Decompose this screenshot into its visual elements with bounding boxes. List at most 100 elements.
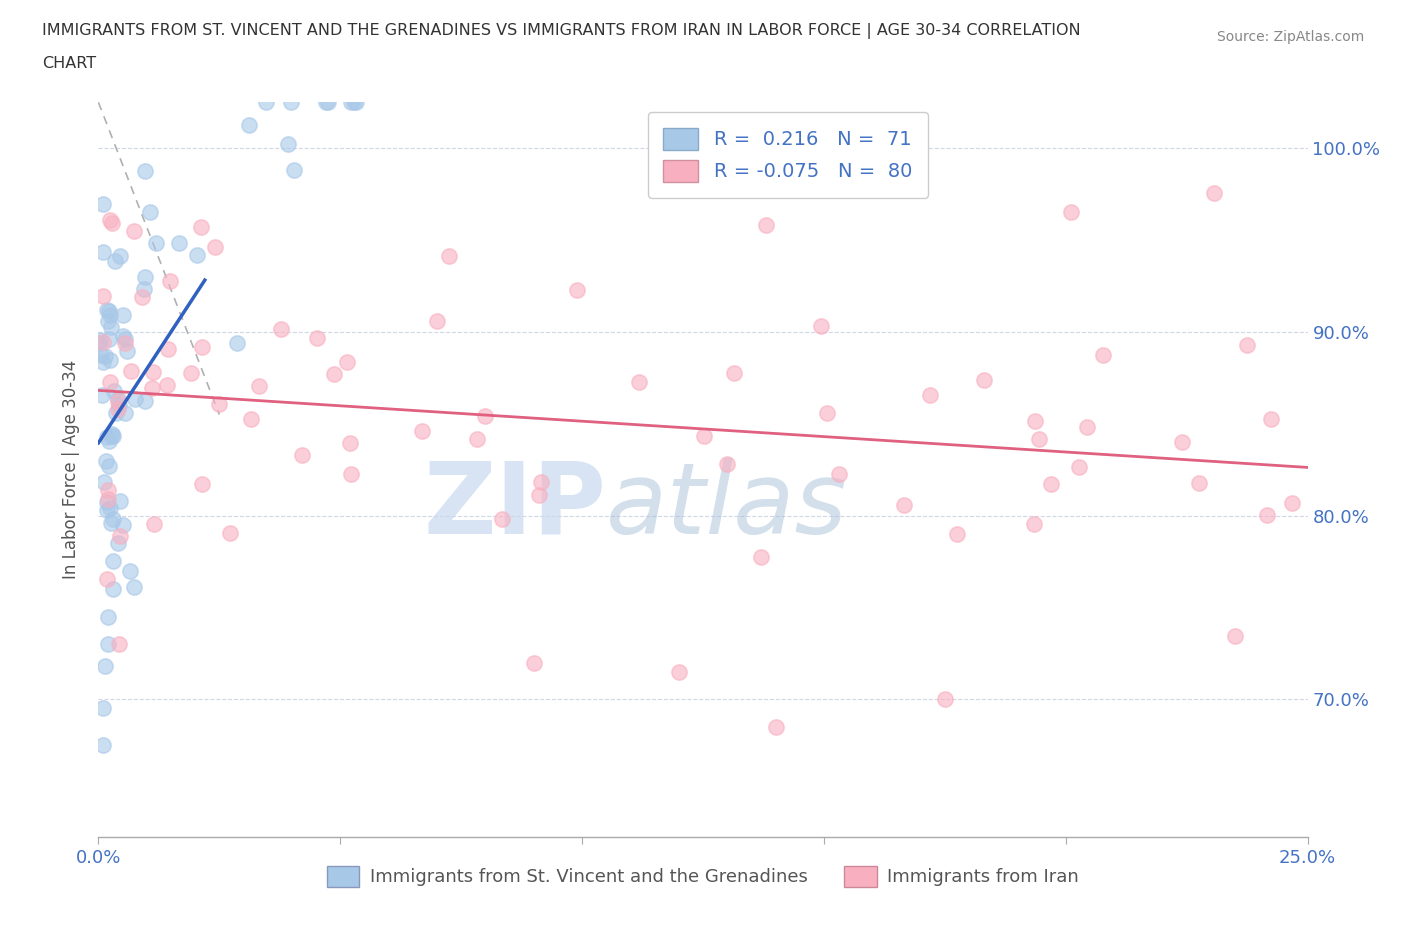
Point: [98, 375, 121, 390]
Text: Source: ZipAtlas.com: Source: ZipAtlas.com: [1216, 30, 1364, 44]
Point: [465, 432, 488, 446]
Point: [1225, 629, 1247, 644]
Point: [110, 494, 132, 509]
Point: [1260, 411, 1282, 426]
Point: [97, 637, 120, 652]
Point: [118, 564, 141, 578]
Point: [491, 512, 513, 526]
Point: [204, 240, 226, 255]
Point: [93, 349, 115, 364]
Point: [107, 536, 129, 551]
Point: [191, 339, 214, 354]
Point: [104, 253, 127, 268]
Point: [283, 163, 305, 178]
Point: [567, 282, 589, 297]
Point: [108, 528, 131, 543]
Point: [131, 290, 153, 305]
Point: [238, 118, 260, 133]
Legend: Immigrants from St. Vincent and the Grenadines, Immigrants from Iran: Immigrants from St. Vincent and the Gren…: [319, 858, 1087, 894]
Text: ZIP: ZIP: [423, 458, 606, 555]
Point: [115, 343, 138, 358]
Point: [934, 692, 956, 707]
Point: [530, 474, 553, 489]
Point: [93, 245, 115, 259]
Text: atlas: atlas: [606, 458, 848, 555]
Point: [893, 498, 915, 512]
Point: [98, 308, 121, 323]
Point: [139, 205, 162, 219]
Point: [90, 347, 112, 362]
Point: [94, 658, 117, 673]
Text: CHART: CHART: [42, 56, 96, 71]
Point: [315, 95, 337, 110]
Point: [180, 365, 202, 380]
Point: [755, 218, 778, 232]
Point: [101, 512, 124, 526]
Point: [316, 95, 339, 110]
Point: [107, 393, 129, 408]
Point: [97, 304, 120, 319]
Point: [1024, 516, 1046, 531]
Point: [108, 398, 131, 413]
Point: [91, 334, 114, 349]
Point: [815, 405, 838, 420]
Point: [96, 495, 118, 510]
Point: [96, 502, 118, 517]
Point: [145, 235, 167, 250]
Point: [693, 429, 716, 444]
Point: [340, 95, 363, 110]
Point: [134, 393, 156, 408]
Point: [340, 467, 363, 482]
Point: [111, 308, 134, 323]
Text: IMMIGRANTS FROM ST. VINCENT AND THE GRENADINES VS IMMIGRANTS FROM IRAN IN LABOR : IMMIGRANTS FROM ST. VINCENT AND THE GREN…: [42, 23, 1081, 39]
Point: [305, 331, 328, 346]
Y-axis label: In Labor Force | Age 30-34: In Labor Force | Age 30-34: [62, 360, 80, 579]
Point: [97, 492, 120, 507]
Point: [114, 336, 136, 351]
Point: [322, 366, 344, 381]
Point: [91, 288, 114, 303]
Point: [97, 313, 120, 328]
Point: [97, 609, 120, 624]
Point: [1076, 419, 1098, 434]
Point: [240, 412, 263, 427]
Point: [134, 164, 156, 179]
Point: [411, 423, 433, 438]
Point: [523, 655, 546, 670]
Point: [343, 95, 366, 110]
Point: [218, 525, 240, 540]
Point: [1256, 508, 1278, 523]
Point: [1028, 432, 1050, 446]
Point: [474, 408, 496, 423]
Point: [142, 365, 165, 379]
Point: [97, 483, 120, 498]
Point: [89, 332, 111, 347]
Point: [96, 302, 118, 317]
Point: [120, 364, 142, 379]
Point: [169, 235, 191, 250]
Point: [765, 719, 787, 734]
Point: [1091, 348, 1114, 363]
Point: [98, 352, 121, 367]
Point: [810, 319, 832, 334]
Point: [254, 95, 277, 110]
Point: [108, 249, 131, 264]
Point: [91, 354, 114, 369]
Point: [91, 388, 114, 403]
Point: [107, 392, 129, 406]
Point: [1204, 185, 1226, 200]
Point: [100, 516, 122, 531]
Point: [91, 197, 114, 212]
Point: [1171, 434, 1194, 449]
Point: [114, 405, 136, 420]
Point: [946, 526, 969, 541]
Point: [191, 476, 214, 491]
Point: [96, 572, 118, 587]
Point: [225, 336, 247, 351]
Point: [749, 550, 772, 565]
Point: [1188, 475, 1211, 490]
Point: [1236, 338, 1258, 352]
Point: [96, 430, 118, 445]
Point: [101, 429, 124, 444]
Point: [114, 332, 136, 347]
